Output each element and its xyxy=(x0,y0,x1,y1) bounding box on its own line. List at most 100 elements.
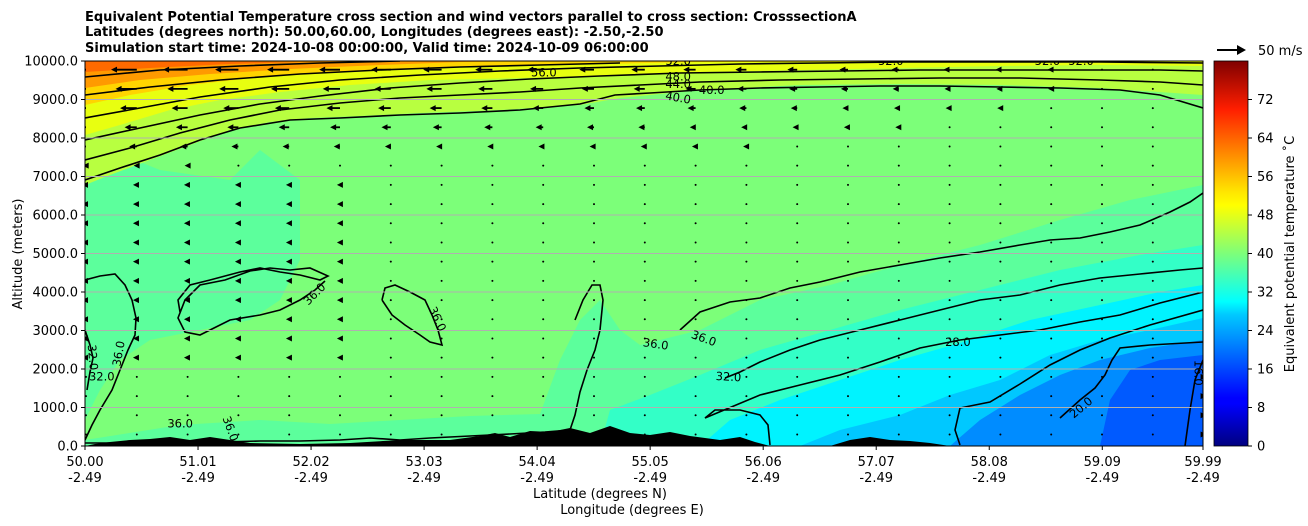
contour-44 xyxy=(85,77,1203,161)
wind-vector-head xyxy=(282,143,289,150)
wind-vector-head xyxy=(120,105,127,112)
wind-vector xyxy=(1050,279,1053,282)
wind-vector xyxy=(796,337,799,340)
colorbar-tick-label: 0 xyxy=(1257,440,1265,455)
wind-vector-head xyxy=(129,143,136,150)
wind-vector-head xyxy=(78,143,84,149)
wind-vector xyxy=(1101,126,1103,129)
wind-vector xyxy=(389,222,392,225)
wind-vector xyxy=(1151,203,1154,206)
wind-vector xyxy=(440,433,443,436)
wind-vector-head xyxy=(997,105,1004,112)
wind-vector xyxy=(999,433,1002,436)
wind-vector xyxy=(1151,433,1154,436)
wind-vector xyxy=(1050,356,1053,359)
wind-vector-head xyxy=(336,201,343,208)
wind-vector xyxy=(897,260,900,263)
wind-vector-head xyxy=(484,124,491,131)
title-line-1: Equivalent Potential Temperature cross s… xyxy=(85,10,857,25)
chart-title: Equivalent Potential Temperature cross s… xyxy=(85,10,857,56)
y-tick-label: 0.0 xyxy=(57,440,78,455)
wind-vector-head xyxy=(85,162,89,169)
fill-band-36 xyxy=(85,140,300,420)
wind-vector xyxy=(491,183,494,186)
wind-vector-head xyxy=(234,201,241,208)
quiver-key: 50 m/s xyxy=(1217,44,1303,59)
wind-vector xyxy=(897,203,900,206)
wind-vector xyxy=(389,260,392,263)
wind-vector xyxy=(237,375,240,378)
wind-vector-head xyxy=(85,239,88,246)
wind-vector xyxy=(1050,337,1053,340)
wind-vector xyxy=(694,318,697,321)
wind-vector xyxy=(1101,107,1103,110)
wind-vector-head xyxy=(636,105,643,112)
wind-vector xyxy=(643,222,646,225)
wind-vector-head xyxy=(944,85,951,92)
y-tick-label: 7000.0 xyxy=(33,170,79,185)
wind-vector xyxy=(847,318,849,321)
wind-vector-head xyxy=(436,143,443,150)
wind-vector xyxy=(745,183,748,186)
wind-vector xyxy=(897,375,900,378)
wind-vector-head xyxy=(132,297,139,304)
wind-vector xyxy=(491,260,494,263)
wind-vector xyxy=(643,241,646,244)
wind-vector xyxy=(1101,337,1103,340)
wind-vector-head xyxy=(274,105,281,112)
wind-vector-head xyxy=(481,105,488,112)
colorbar-tick-label: 72 xyxy=(1257,93,1274,108)
wind-vector xyxy=(948,414,951,417)
contour-label: 52.0 xyxy=(878,61,904,68)
wind-vector xyxy=(389,356,392,359)
wind-vector-head xyxy=(132,220,139,227)
wind-vector-head xyxy=(285,181,292,188)
colorbar-tick-label: 48 xyxy=(1257,209,1274,224)
wind-vector xyxy=(135,414,138,417)
contour-24 xyxy=(954,309,1203,446)
wind-vector xyxy=(948,203,951,206)
wind-vector-head xyxy=(285,258,292,265)
wind-vector xyxy=(948,222,951,225)
wind-vector xyxy=(135,375,138,378)
wind-vector-head xyxy=(790,105,797,112)
wind-vector-head xyxy=(787,66,794,73)
wind-vector xyxy=(847,164,849,167)
wind-vector xyxy=(1050,203,1053,206)
x-tick-label-lat: 57.07 xyxy=(858,455,895,470)
colorbar-label: Equivalent potential temperature ˚C xyxy=(1282,136,1298,372)
wind-vector xyxy=(796,433,799,436)
wind-vector-head xyxy=(538,143,545,150)
wind-vector xyxy=(694,299,697,302)
fill-band-44 xyxy=(85,61,1203,185)
wind-vector-head xyxy=(171,105,178,112)
contour-36-blob-a xyxy=(177,267,330,336)
wind-vector xyxy=(948,164,951,167)
wind-vector-head xyxy=(374,85,381,92)
wind-vector xyxy=(186,414,189,417)
wind-vector xyxy=(847,356,849,359)
wind-vector xyxy=(440,203,443,206)
wind-vector xyxy=(999,337,1002,340)
wind-vector-head xyxy=(587,124,594,131)
wind-vector xyxy=(948,433,951,436)
y-tick-label: 1000.0 xyxy=(33,401,79,416)
wind-vector xyxy=(440,260,443,263)
wind-vector xyxy=(389,164,392,167)
wind-vector xyxy=(948,395,951,398)
gridlines xyxy=(85,61,1203,446)
wind-vector xyxy=(593,299,595,302)
wind-vector-head xyxy=(381,124,388,131)
wind-vector-head xyxy=(530,85,537,92)
contour-label: 32.0 xyxy=(715,369,741,384)
wind-vector xyxy=(897,414,900,417)
wind-vector xyxy=(643,395,646,398)
wind-vector-head xyxy=(1047,66,1054,73)
x-tick-label-lat: 52.02 xyxy=(292,455,329,470)
wind-vector-head xyxy=(739,105,746,112)
wind-vector-head xyxy=(743,143,750,150)
wind-vector xyxy=(643,164,646,167)
wind-vector xyxy=(1050,433,1053,436)
wind-vector-head xyxy=(741,124,748,131)
wind-vector-head xyxy=(183,316,190,323)
